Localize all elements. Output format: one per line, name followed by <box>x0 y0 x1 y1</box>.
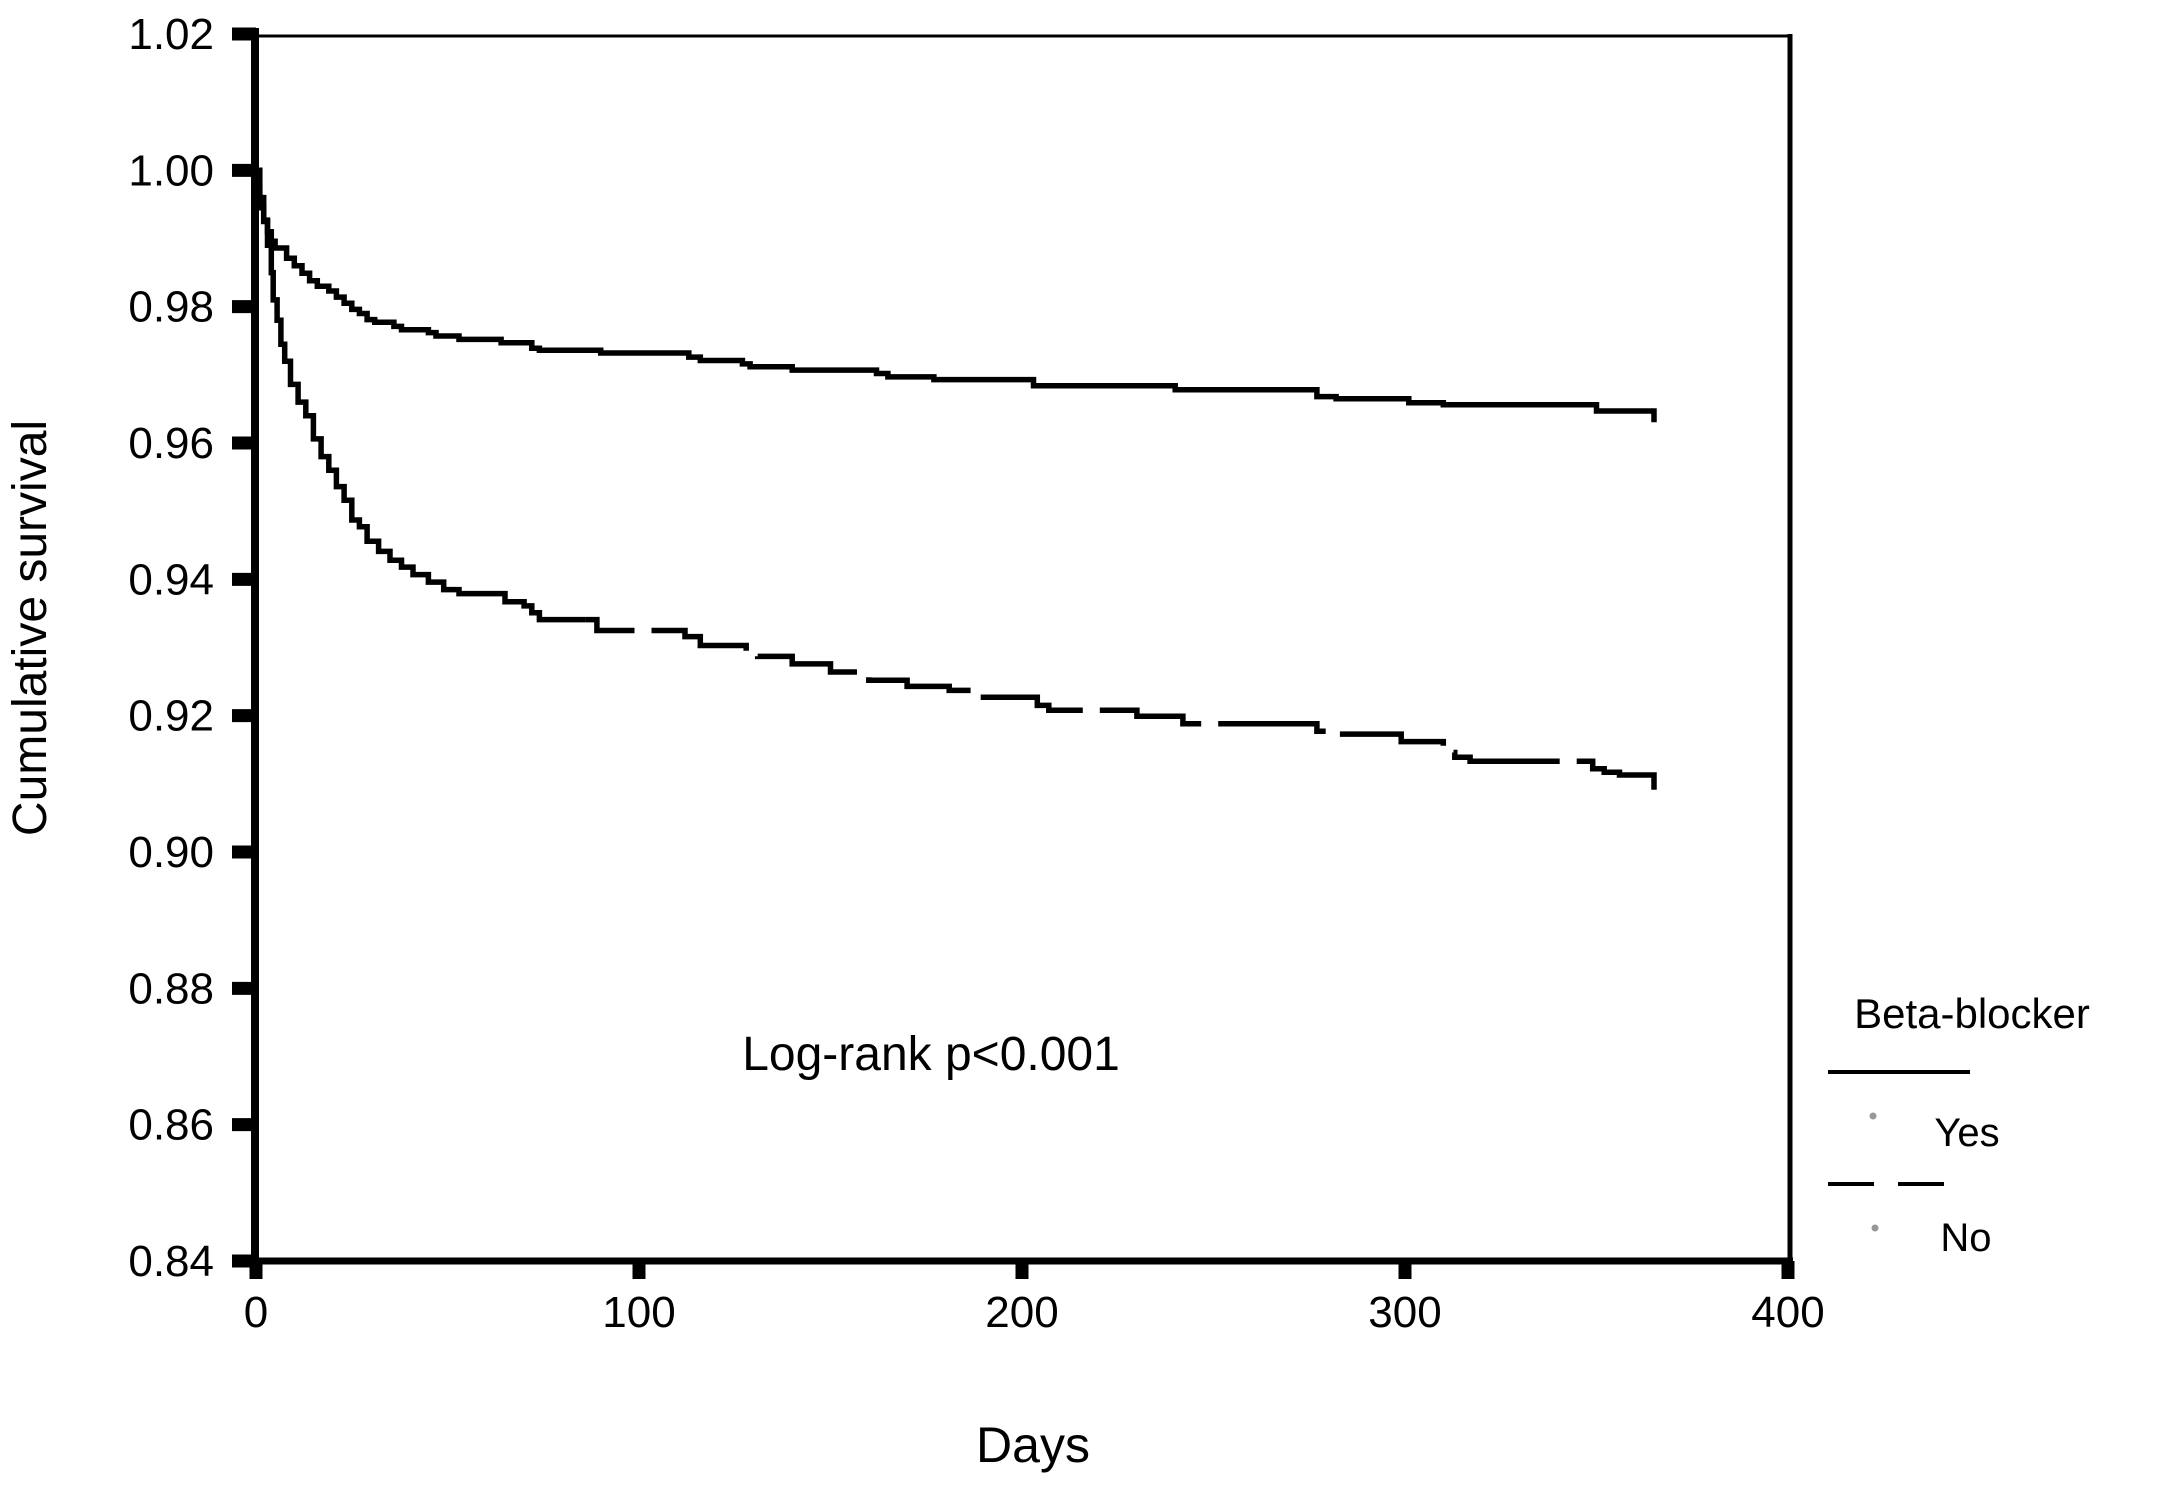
logrank-annotation: Log-rank p<0.001 <box>742 1028 1120 1081</box>
legend-censor-mark <box>1869 1112 1877 1120</box>
y-tick-label: 0.84 <box>128 1237 214 1286</box>
x-tick-label: 0 <box>244 1288 268 1337</box>
survival-curve-no-head <box>256 167 586 623</box>
y-tick-label: 0.92 <box>128 692 214 741</box>
y-tick-label: 1.00 <box>128 146 214 195</box>
y-tick-label: 1.02 <box>128 10 214 59</box>
y-tick-label: 0.86 <box>128 1101 214 1150</box>
y-tick-label: 0.90 <box>128 828 214 877</box>
survival-curves <box>255 167 1657 790</box>
legend: Beta-blocker Yes No <box>1828 990 2090 1260</box>
legend-item-yes: Yes <box>1934 1111 1999 1155</box>
y-tick-label: 0.94 <box>128 555 214 604</box>
x-ticks <box>249 1261 1795 1279</box>
legend-censor-mark <box>1871 1224 1879 1232</box>
legend-title: Beta-blocker <box>1854 990 2090 1037</box>
x-tick-labels: 0 100 200 300 400 <box>244 1288 1825 1337</box>
y-tick-labels: 1.02 1.00 0.98 0.96 0.94 0.92 0.90 0.88 0.86 0.84 <box>128 10 214 1286</box>
survival-curve-yes <box>255 167 1657 423</box>
y-tick-label: 0.96 <box>128 419 214 468</box>
x-tick-label: 200 <box>985 1288 1058 1337</box>
legend-item-no: No <box>1940 1216 1991 1260</box>
survival-curve-no <box>585 616 1657 790</box>
y-axis-title: Cumulative survival <box>4 420 57 836</box>
y-tick-label: 0.98 <box>128 283 214 332</box>
x-tick-label: 100 <box>602 1288 675 1337</box>
y-tick-label: 0.88 <box>128 964 214 1013</box>
x-tick-label: 400 <box>1751 1288 1824 1337</box>
x-tick-label: 300 <box>1368 1288 1441 1337</box>
x-axis-title: Days <box>976 1417 1090 1473</box>
